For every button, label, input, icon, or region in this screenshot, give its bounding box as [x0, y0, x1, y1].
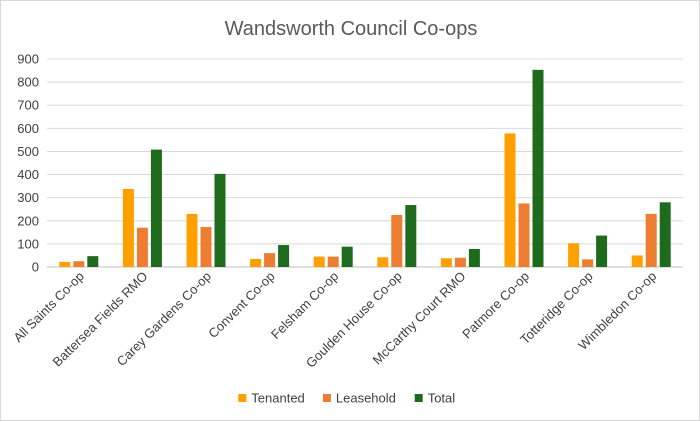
bar-total-battersea-fields-rmo	[150, 149, 162, 267]
legend-label: Tenanted	[251, 391, 304, 406]
bar-leasehold-all-saints-co-op	[73, 261, 85, 267]
bar-tenanted-felsham-co-op	[313, 256, 325, 267]
y-tick-label: 600	[17, 121, 39, 136]
bar-total-carey-gardens-co-op	[214, 173, 226, 267]
bar-leasehold-patmore-co-op	[518, 203, 530, 267]
bar-total-patmore-co-op	[532, 69, 544, 268]
bar-total-goulden-house-co-op	[405, 205, 417, 267]
legend: Tenanted Leasehold Total	[238, 391, 455, 406]
y-tick-label: 400	[17, 167, 39, 182]
bar-leasehold-battersea-fields-rmo	[136, 227, 148, 267]
bar-tenanted-battersea-fields-rmo	[122, 188, 134, 267]
bar-tenanted-carey-gardens-co-op	[186, 213, 198, 267]
y-tick-label: 0	[32, 260, 39, 275]
x-tick-label: Felsham Co-op	[268, 269, 341, 342]
legend-label: Total	[428, 391, 456, 406]
legend-swatch	[322, 394, 331, 402]
bar-tenanted-mccarthy-court-rmo	[440, 258, 452, 267]
y-tick-label: 800	[17, 75, 39, 90]
y-axis-ticks: 0 100 200 300 400 500 600 700 800 900	[17, 52, 39, 275]
legend-label: Leasehold	[336, 391, 396, 406]
y-tick-label: 900	[17, 52, 39, 67]
legend-swatch	[414, 394, 423, 402]
bar-total-felsham-co-op	[341, 246, 353, 267]
bar-leasehold-wimbledon-co-op	[645, 213, 657, 267]
bar-tenanted-convent-co-op	[250, 258, 262, 267]
bar-tenanted-totteridge-co-op	[568, 243, 580, 267]
legend-swatch	[238, 394, 247, 402]
bar-total-wimbledon-co-op	[659, 202, 671, 267]
bar-total-totteridge-co-op	[596, 235, 608, 267]
y-tick-label: 200	[17, 213, 39, 228]
bar-total-mccarthy-court-rmo	[468, 248, 480, 267]
bar-total-all-saints-co-op	[87, 256, 99, 267]
y-tick-label: 300	[17, 190, 39, 205]
x-tick-label: Patmore Co-op	[459, 269, 532, 342]
bar-leasehold-mccarthy-court-rmo	[454, 257, 466, 267]
legend-item-tenanted: Tenanted	[238, 391, 305, 406]
bar-tenanted-goulden-house-co-op	[377, 257, 389, 267]
bars	[59, 69, 671, 268]
bar-leasehold-goulden-house-co-op	[391, 215, 403, 267]
bar-leasehold-convent-co-op	[264, 253, 276, 267]
chart-title: Wandsworth Council Co-ops	[225, 18, 478, 40]
bar-tenanted-all-saints-co-op	[59, 261, 71, 267]
bar-total-convent-co-op	[278, 245, 290, 267]
bar-tenanted-patmore-co-op	[504, 133, 516, 267]
bar-leasehold-carey-gardens-co-op	[200, 227, 212, 267]
legend-item-leasehold: Leasehold	[322, 391, 396, 406]
bar-leasehold-totteridge-co-op	[582, 259, 594, 267]
legend-item-total: Total	[414, 391, 456, 406]
y-tick-label: 100	[17, 236, 39, 251]
y-tick-label: 700	[17, 98, 39, 113]
bar-leasehold-felsham-co-op	[327, 256, 339, 267]
y-tick-label: 500	[17, 144, 39, 159]
bar-tenanted-wimbledon-co-op	[631, 255, 643, 267]
x-tick-label: Convent Co-op	[205, 269, 277, 341]
